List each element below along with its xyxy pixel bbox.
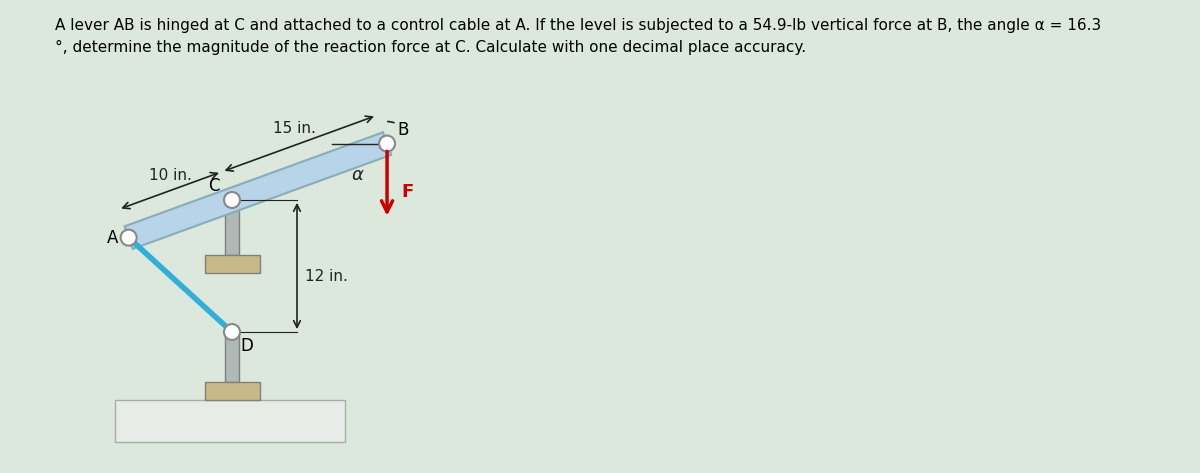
Bar bbox=[226, 200, 239, 255]
Bar bbox=[115, 400, 346, 442]
Polygon shape bbox=[125, 132, 391, 249]
Text: 15 in.: 15 in. bbox=[272, 121, 316, 136]
Text: A lever AB is hinged at C and attached to a control cable at A. If the level is : A lever AB is hinged at C and attached t… bbox=[55, 18, 1102, 33]
Circle shape bbox=[224, 324, 240, 340]
Text: °, determine the magnitude of the reaction force at C. Calculate with one decima: °, determine the magnitude of the reacti… bbox=[55, 40, 806, 55]
Circle shape bbox=[379, 136, 395, 151]
Text: 10 in.: 10 in. bbox=[149, 167, 192, 183]
Text: C: C bbox=[209, 177, 220, 195]
Circle shape bbox=[121, 229, 137, 245]
Bar bbox=[204, 382, 259, 400]
Text: D: D bbox=[240, 337, 253, 355]
Text: A: A bbox=[107, 228, 119, 246]
Circle shape bbox=[224, 192, 240, 208]
Text: $\alpha$: $\alpha$ bbox=[352, 166, 365, 184]
Text: F: F bbox=[401, 184, 413, 201]
Text: B: B bbox=[397, 121, 408, 139]
Bar bbox=[204, 255, 259, 273]
Text: 12 in.: 12 in. bbox=[305, 269, 348, 283]
Bar bbox=[226, 332, 239, 382]
